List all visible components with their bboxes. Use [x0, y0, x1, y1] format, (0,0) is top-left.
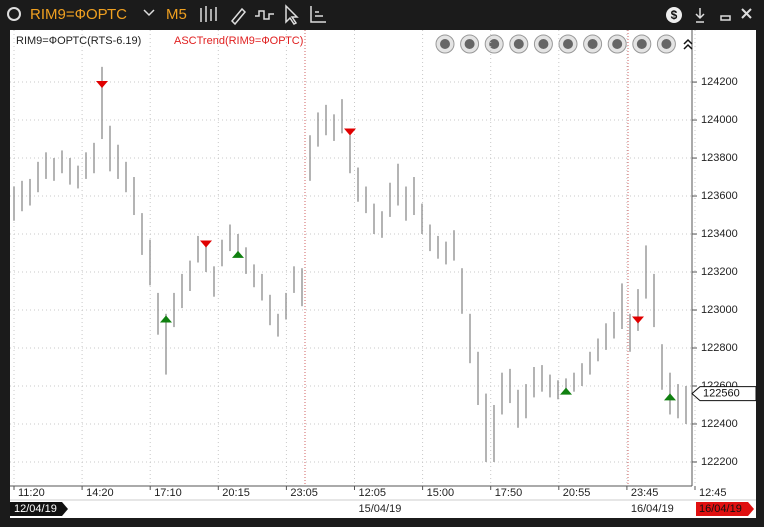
legend-price: RIM9=ФОРТС(RTS-6.19) — [16, 35, 141, 47]
price-axis-area — [692, 30, 756, 486]
buy-signal — [560, 387, 572, 395]
sell-signal — [344, 128, 356, 136]
x-tick-label: 17:10 — [154, 487, 182, 499]
x-tick-label: 20:55 — [563, 487, 591, 499]
y-tick-label: 124000 — [701, 114, 738, 126]
x-tick-label: 12:05 — [359, 487, 387, 499]
x-tick-label: 14:20 — [86, 487, 114, 499]
y-tick-label: 123400 — [701, 228, 738, 240]
minimize-button[interactable] — [720, 15, 731, 21]
time-axis-area — [10, 486, 756, 500]
y-tick-label: 122800 — [701, 342, 738, 354]
last-price-pointer — [691, 386, 757, 402]
candles-tool[interactable] — [200, 6, 217, 22]
window-icon[interactable] — [7, 7, 21, 21]
download-button[interactable] — [695, 8, 705, 23]
sell-signal — [96, 80, 108, 88]
grid — [10, 30, 696, 486]
y-tick-label: 123800 — [701, 152, 738, 164]
nav-button-face — [513, 39, 524, 49]
y-tick-label: 123000 — [701, 304, 738, 316]
end-date: 16/04/19 — [699, 503, 742, 515]
indicator-tool[interactable] — [255, 10, 274, 20]
x-tick-label: 23:05 — [290, 487, 318, 499]
bars — [13, 66, 687, 462]
x-tick-label: 11:20 — [18, 487, 45, 499]
layout-tool[interactable] — [310, 6, 326, 23]
nav-button-face — [612, 39, 623, 49]
signals — [96, 80, 676, 401]
legend-indicator: ASCTrend(RIM9=ФОРТС) — [174, 35, 303, 47]
x-tick-label: 23:45 — [631, 487, 659, 499]
plot-area — [10, 30, 692, 486]
x-tick-label: 17:50 — [495, 487, 523, 499]
nav-button-face — [563, 39, 573, 49]
symbol-dropdown[interactable] — [143, 9, 155, 17]
y-tick-label: 124200 — [701, 76, 738, 88]
date-label: 16/04/19 — [631, 503, 674, 515]
start-date: 12/04/19 — [14, 503, 57, 515]
nav-button-face — [661, 39, 672, 49]
nav-button-face — [636, 39, 647, 49]
sell-signal — [632, 316, 644, 324]
date-axis-area — [10, 500, 756, 518]
nav-button-face — [587, 39, 598, 49]
navigation-buttons — [435, 34, 693, 54]
y-tick-label: 123200 — [701, 266, 738, 278]
nav-button-face — [538, 39, 549, 49]
money-icon: $ — [671, 8, 678, 22]
y-tick-label: 122200 — [701, 456, 738, 468]
y-tick-label: 122400 — [701, 418, 738, 430]
date-label: 15/04/19 — [359, 503, 402, 515]
draw-tool[interactable] — [230, 7, 247, 26]
buy-signal — [160, 315, 172, 323]
end-date-box — [696, 502, 754, 516]
x-tick-label: 20:15 — [222, 487, 250, 499]
last-price-label: 122560 — [703, 387, 740, 399]
toolbar — [200, 4, 326, 26]
nav-button-face — [489, 39, 500, 49]
nav-button-face — [464, 39, 475, 49]
buy-signal — [232, 250, 244, 258]
x-tick-label: 15:00 — [427, 487, 455, 499]
axes: 1222001224001226001228001230001232001234… — [10, 76, 757, 516]
money-button[interactable] — [666, 7, 682, 23]
sell-signal — [200, 240, 212, 248]
nav-button-face — [440, 39, 450, 49]
start-date-box — [10, 502, 68, 516]
timeframe[interactable]: M5 — [166, 6, 187, 23]
symbol[interactable]: RIM9=ФОРТС — [30, 6, 127, 23]
close-button[interactable] — [741, 8, 752, 19]
cursor-tool[interactable] — [285, 4, 299, 25]
y-tick-label: 123600 — [701, 190, 738, 202]
buy-signal — [664, 393, 676, 401]
collapse-button[interactable] — [683, 38, 693, 50]
x-tick-label: 12:45 — [699, 487, 727, 499]
